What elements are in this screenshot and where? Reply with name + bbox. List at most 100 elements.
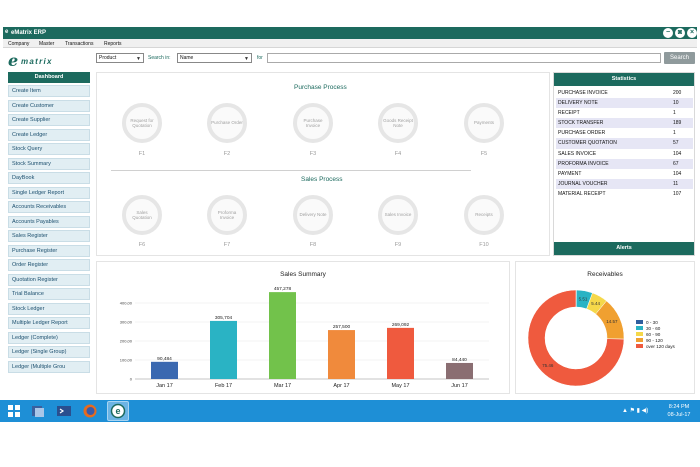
sidebar-item-multiple-ledger-report[interactable]: Multiple Ledger Report bbox=[8, 317, 90, 330]
sidebar-item-create-customer[interactable]: Create Customer bbox=[8, 99, 90, 112]
sidebar-header: Dashboard bbox=[8, 72, 90, 83]
stat-value: 57 bbox=[673, 140, 679, 147]
bar-value-label: 257,500 bbox=[333, 324, 351, 330]
menu-reports[interactable]: Reports bbox=[104, 41, 122, 47]
stat-value: 107 bbox=[673, 190, 682, 197]
sidebar-item-single-ledger-report[interactable]: Single Ledger Report bbox=[8, 186, 90, 199]
step-key: F6 bbox=[138, 242, 146, 248]
stat-row: MATERIAL RECEIPT 107 bbox=[556, 189, 693, 199]
bar[interactable] bbox=[446, 362, 473, 379]
request-for-quotation-button[interactable]: Request for Quotation bbox=[122, 103, 162, 143]
powershell-icon[interactable] bbox=[56, 403, 72, 419]
close-button[interactable]: × bbox=[687, 28, 697, 38]
y-tick-label: 400,00 bbox=[120, 301, 133, 306]
server-manager-icon[interactable] bbox=[30, 403, 46, 419]
menu-master[interactable]: Master bbox=[39, 41, 55, 47]
bar[interactable] bbox=[210, 320, 237, 379]
delivery-note-button[interactable]: Delivery Note bbox=[293, 195, 333, 235]
legend-swatch bbox=[636, 320, 643, 324]
proforma-invoice-button[interactable]: Proforma Invoice bbox=[207, 195, 247, 235]
slice-value-label: 75.46 bbox=[542, 363, 554, 368]
field-select[interactable]: Name ▼ bbox=[177, 53, 252, 63]
menu-company[interactable]: Company bbox=[8, 41, 30, 47]
goods-receipt-note-button[interactable]: Goods Receipt Note bbox=[378, 103, 418, 143]
sidebar-item-order-register[interactable]: Order Register bbox=[8, 259, 90, 272]
stat-value: 10 bbox=[673, 100, 679, 107]
ematrix-taskbar-button[interactable]: e bbox=[107, 401, 129, 421]
legend-swatch bbox=[636, 344, 643, 348]
category-select[interactable]: Product ▼ bbox=[96, 53, 144, 63]
step-label: Purchase Invoice bbox=[303, 117, 323, 129]
sidebar-item-create-ledger[interactable]: Create Ledger bbox=[8, 128, 90, 141]
stat-row: CUSTOMER QUOTATION 57 bbox=[556, 138, 693, 149]
bar[interactable] bbox=[387, 327, 414, 379]
sales-summary-panel: Sales Summary 0 100,00 200,00 300,00 400,00 9… bbox=[96, 261, 510, 394]
stat-name: PURCHASE INVOICE bbox=[558, 90, 608, 96]
sidebar-item-accounts-payables[interactable]: Accounts Payables bbox=[8, 215, 90, 228]
sales-quotation-button[interactable]: Sales Quotation bbox=[122, 195, 162, 235]
restore-button[interactable]: ◙ bbox=[675, 28, 685, 38]
sales-invoice-button[interactable]: Sales Invoice bbox=[378, 195, 418, 235]
sidebar-item-quotation-register[interactable]: Quotation Register bbox=[8, 273, 90, 286]
stat-row: JOURNAL VOUCHER 11 bbox=[556, 178, 693, 189]
system-tray-icons[interactable]: ▲ ⚑ ▮ ◀) bbox=[622, 408, 649, 414]
sidebar-item-accounts-receivables[interactable]: Accounts Receivables bbox=[8, 201, 90, 214]
receipts-button[interactable]: Receipts bbox=[464, 195, 504, 235]
sidebar-item-daybook[interactable]: DayBook bbox=[8, 172, 90, 185]
search-button[interactable]: Search bbox=[664, 52, 695, 64]
clock-date[interactable]: 08-Jul-17 bbox=[667, 412, 691, 418]
payments-button[interactable]: Payments bbox=[464, 103, 504, 143]
sidebar-item-trial-balance[interactable]: Trial Balance bbox=[8, 288, 90, 301]
bar-value-label: 84,440 bbox=[452, 357, 467, 363]
sidebar-item-purchase-register[interactable]: Purchase Register bbox=[8, 244, 90, 257]
brand-e: e bbox=[8, 51, 19, 70]
x-tick-label: Feb 17 bbox=[215, 383, 232, 389]
sidebar-item-stock-query[interactable]: Stock Query bbox=[8, 143, 90, 156]
sidebar-item-ledger-single-group[interactable]: Ledger (Single Group) bbox=[8, 346, 90, 359]
stat-name: CUSTOMER QUOTATION bbox=[558, 140, 617, 147]
sidebar-item-create-supplier[interactable]: Create Supplier bbox=[8, 114, 90, 127]
y-tick-label: 300,00 bbox=[120, 320, 133, 325]
minimize-button[interactable]: − bbox=[663, 28, 673, 38]
search-input[interactable] bbox=[267, 53, 661, 63]
clock-time[interactable]: 8:24 PM bbox=[668, 404, 690, 410]
menu-transactions[interactable]: Transactions bbox=[65, 41, 94, 47]
purchase-order-button[interactable]: Purchase Order bbox=[207, 103, 247, 143]
alerts-header: Alerts bbox=[554, 242, 694, 255]
stat-row: STOCK TRANSFER 189 bbox=[556, 118, 693, 129]
sidebar-item-ledger-complete[interactable]: Ledger (Complete) bbox=[8, 331, 90, 344]
sidebar-item-create-item[interactable]: Create Item bbox=[8, 85, 90, 98]
slice-value-label: 5.44 bbox=[591, 301, 600, 306]
pie-slice[interactable] bbox=[527, 289, 625, 387]
sidebar-item-sales-register[interactable]: Sales Register bbox=[8, 230, 90, 243]
chevron-down-icon: ▼ bbox=[244, 56, 249, 62]
purchase-invoice-button[interactable]: Purchase Invoice bbox=[293, 103, 333, 143]
sidebar-item-stock-ledger[interactable]: Stock Ledger bbox=[8, 302, 90, 315]
sales-summary-chart: 0 100,00 200,00 300,00 400,00 90,484 Jan 17 305… bbox=[120, 286, 489, 389]
bar-value-label: 90,484 bbox=[157, 356, 172, 362]
stat-row: PAYMENT 104 bbox=[556, 169, 693, 179]
bar[interactable] bbox=[151, 361, 178, 379]
sidebar-item-ledger-multiple-group[interactable]: Ledger (Multiple Grou bbox=[8, 360, 90, 373]
brand-logo: e matrix bbox=[8, 51, 93, 70]
bar[interactable] bbox=[328, 330, 355, 379]
sidebar-item-stock-summary[interactable]: Stock Summary bbox=[8, 157, 90, 170]
start-button[interactable] bbox=[6, 403, 22, 419]
firefox-icon[interactable] bbox=[82, 403, 98, 419]
taskbar: e ▲ ⚑ ▮ ◀) 8:24 PM 08-Jul-17 bbox=[0, 400, 700, 422]
legend-label: over 120 days bbox=[646, 344, 676, 349]
y-tick-label: 0 bbox=[130, 377, 133, 382]
search-in-label: Search in: bbox=[148, 55, 171, 61]
stat-row: PROFORMA INVOICE 67 bbox=[556, 158, 693, 169]
x-tick-label: Apr 17 bbox=[333, 383, 349, 389]
statistics-table: PURCHASE INVOICE 200 DELIVERY NOTE 10 RECE… bbox=[556, 88, 693, 199]
legend-swatch bbox=[636, 338, 643, 342]
chevron-down-icon: ▼ bbox=[136, 56, 141, 62]
bar[interactable] bbox=[269, 292, 296, 379]
window-title: eMatrix ERP bbox=[11, 30, 47, 36]
slice-value-label: 5.51 bbox=[579, 297, 588, 302]
menu-bar: Company Master Transactions Reports bbox=[3, 39, 697, 48]
stat-name: MATERIAL RECEIPT bbox=[558, 190, 606, 197]
